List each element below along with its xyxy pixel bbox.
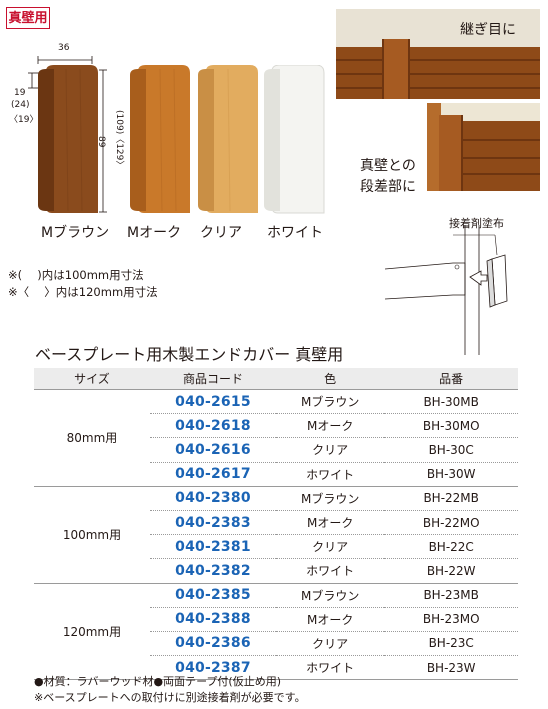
part-cell: BH-22C [384, 534, 518, 560]
table-row: 040-2386 クリア BH-23C [34, 631, 518, 657]
table-row: 040-2387 ホワイト BH-23W [34, 655, 518, 681]
code-cell: 040-2618 [149, 413, 276, 439]
color-cell: ホワイト [275, 462, 385, 487]
code-cell: 040-2616 [149, 437, 276, 463]
dimension-thickness-100: (24) [11, 100, 30, 110]
dimension-width: 36 [58, 43, 70, 53]
header-code: 商品コード [149, 368, 276, 390]
color-cell: Mブラウン [275, 583, 385, 608]
code-cell: 040-2382 [149, 558, 276, 584]
code-cell: 040-2385 [149, 583, 276, 608]
product-table: サイズ 商品コード 色 品番 80mm用 040-2615 Mブラウン BH-3… [34, 368, 518, 681]
dimension-thickness-120: 〈19〉 [9, 115, 39, 125]
code-cell: 040-2380 [149, 486, 276, 511]
step-label-1: 真壁との [360, 158, 416, 174]
size-cell: 120mm用 [34, 583, 150, 681]
table-row: 040-2617 ホワイト BH-30W [34, 462, 518, 487]
color-cell: ホワイト [275, 558, 385, 584]
color-cell: Mブラウン [275, 389, 385, 415]
adhesive-label: 接着剤塗布 [449, 217, 504, 230]
cover-moak-image [130, 65, 190, 213]
table-row: 80mm用 040-2615 Mブラウン BH-30MB [34, 389, 518, 487]
part-cell: BH-23MB [384, 583, 518, 608]
part-cell: BH-22MO [384, 510, 518, 536]
table-row: 040-2618 Mオーク BH-30MO [34, 413, 518, 439]
cover-clear-image [198, 65, 258, 213]
code-cell: 040-2615 [149, 389, 276, 415]
color-cell: クリア [275, 534, 385, 560]
code-cell: 040-2388 [149, 607, 276, 632]
table-row: 040-2383 Mオーク BH-22MO [34, 510, 518, 536]
code-cell: 040-2387 [149, 655, 276, 681]
note-100mm: ※( )内は100mm用寸法 [8, 268, 144, 282]
table-row: 040-2382 ホワイト BH-22W [34, 558, 518, 584]
size-cell: 80mm用 [34, 389, 150, 487]
category-badge: 真壁用 [6, 7, 50, 29]
color-cell: Mオーク [275, 413, 385, 439]
joint-photo [336, 9, 540, 99]
install-diagram [385, 225, 508, 355]
table-header-row: サイズ 商品コード 色 品番 [34, 368, 518, 390]
part-cell: BH-23W [384, 655, 518, 681]
cover-white-image [264, 65, 325, 214]
part-cell: BH-23MO [384, 607, 518, 632]
dimension-lines [28, 56, 107, 213]
cover-mbrown-image [38, 65, 98, 213]
header-part: 品番 [384, 368, 518, 390]
table-row: 120mm用 040-2385 Mブラウン BH-23MB [34, 583, 518, 681]
header-size: サイズ [34, 368, 150, 390]
part-cell: BH-30C [384, 437, 518, 463]
code-cell: 040-2383 [149, 510, 276, 536]
joint-label: 継ぎ目に [460, 22, 516, 38]
dimension-thickness: 19 [14, 88, 26, 98]
color-cell: Mオーク [275, 510, 385, 536]
size-cell: 100mm用 [34, 486, 150, 584]
dimension-height-alt: (109)〈129〉 [114, 110, 124, 170]
table-title: ベースプレート用木製エンドカバー 真壁用 [35, 345, 344, 364]
color-cell: Mブラウン [275, 486, 385, 511]
color-cell: ホワイト [275, 655, 385, 681]
table-row: 040-2381 クリア BH-22C [34, 534, 518, 560]
table-row: 100mm用 040-2380 Mブラウン BH-22MB [34, 486, 518, 584]
table-row: 040-2388 Mオーク BH-23MO [34, 607, 518, 632]
color-cell: クリア [275, 437, 385, 463]
color-cell: クリア [275, 631, 385, 657]
label-white: ホワイト [267, 225, 323, 241]
part-cell: BH-22MB [384, 486, 518, 511]
color-cell: Mオーク [275, 607, 385, 632]
label-mbrown: Mブラウン [41, 225, 110, 241]
footer-adhesive-note: ※ベースプレートへの取付けに別途接着剤が必要です。 [34, 691, 306, 704]
code-cell: 040-2386 [149, 631, 276, 657]
code-cell: 040-2381 [149, 534, 276, 560]
code-cell: 040-2617 [149, 462, 276, 487]
note-120mm: ※〈 〉内は120mm用寸法 [8, 285, 158, 299]
footer-material: ●材質：ラバーウッド材●両面テープ付(仮止め用) [34, 675, 282, 688]
part-cell: BH-30MB [384, 389, 518, 415]
table-row: 040-2616 クリア BH-30C [34, 437, 518, 463]
step-photo [427, 103, 540, 191]
part-cell: BH-30W [384, 462, 518, 487]
part-cell: BH-30MO [384, 413, 518, 439]
label-moak: Mオーク [127, 225, 182, 241]
part-cell: BH-23C [384, 631, 518, 657]
part-cell: BH-22W [384, 558, 518, 584]
step-label-2: 段差部に [360, 179, 416, 195]
header-color: 色 [275, 368, 385, 390]
label-clear: クリア [200, 225, 242, 241]
